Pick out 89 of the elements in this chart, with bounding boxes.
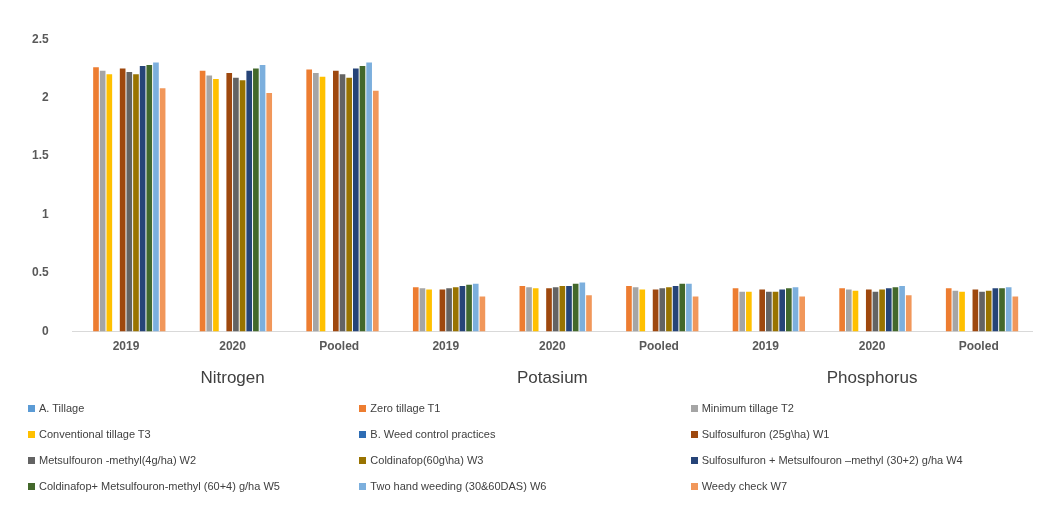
bar xyxy=(899,285,905,332)
bar xyxy=(786,288,792,332)
bar xyxy=(759,289,766,332)
y-tick-label: 0.5 xyxy=(31,265,49,280)
legend-label: Zero tillage T1 xyxy=(370,402,441,414)
bar xyxy=(306,69,313,332)
text: Nitrogen xyxy=(200,368,265,388)
x-tick-label: 2020 xyxy=(538,339,567,354)
bar xyxy=(333,70,339,332)
x-tick-label: 2019 xyxy=(752,339,780,354)
bar xyxy=(133,74,139,332)
bar xyxy=(526,287,532,332)
text: Potasium xyxy=(516,368,588,388)
bar xyxy=(839,288,845,332)
bar xyxy=(865,289,872,332)
bar xyxy=(372,90,379,332)
bar xyxy=(579,282,586,332)
bar xyxy=(1005,287,1012,332)
bar xyxy=(266,93,273,332)
bar xyxy=(426,289,432,332)
legend-label: Coldinafop+ Metsulfouron-methyl (60+4) g/ha W5 xyxy=(39,480,280,492)
bar xyxy=(93,67,99,332)
bar xyxy=(766,291,772,332)
text: Phosphorus xyxy=(826,368,918,388)
legend-label: Minimum tillage T2 xyxy=(701,402,794,414)
bar xyxy=(472,283,479,332)
bar xyxy=(885,288,892,332)
bar xyxy=(879,289,885,332)
bar xyxy=(779,289,786,332)
bar xyxy=(246,70,253,332)
legend-label: A. Tillage xyxy=(39,402,85,414)
x-tick-label: Pooled xyxy=(638,339,679,354)
bar xyxy=(999,288,1005,332)
x-tick-label: 2019 xyxy=(112,339,140,354)
bar xyxy=(945,288,952,332)
bar xyxy=(346,77,352,332)
bar xyxy=(979,291,985,332)
bar xyxy=(799,296,805,332)
bar xyxy=(213,78,219,332)
legend-label: Coldinafop(60g\ha) W3 xyxy=(370,454,484,466)
bar xyxy=(146,64,153,332)
bar xyxy=(153,62,159,332)
bar xyxy=(532,288,539,332)
legend-label: Weedy check W7 xyxy=(701,480,788,492)
bar xyxy=(233,77,239,332)
bar xyxy=(253,68,259,332)
bar xyxy=(959,291,965,332)
bar xyxy=(586,295,592,332)
bar xyxy=(106,74,113,332)
bar xyxy=(366,62,372,332)
bar xyxy=(226,73,233,332)
bar xyxy=(352,68,359,332)
x-tick-label: 2020 xyxy=(219,339,247,354)
x-tick-label: Pooled xyxy=(319,339,360,354)
y-tick-label: 2.5 xyxy=(31,31,49,46)
bar xyxy=(905,295,912,332)
bar xyxy=(666,287,672,332)
x-tick-label: 2019 xyxy=(432,339,460,354)
x-tick-label: 2020 xyxy=(858,339,886,354)
legend-label: Conventional tillage T3 xyxy=(39,428,151,440)
y-tick-label: 0 xyxy=(41,323,49,338)
bar xyxy=(412,287,419,332)
bar xyxy=(466,284,472,332)
legend-label: Metsulfouron -methyl(4g/ha) W2 xyxy=(39,454,197,466)
bar xyxy=(446,288,452,332)
bar xyxy=(686,283,692,332)
legend-label: Sulfosulfuron + Metsulfouron –methyl (30+2) g/ha W4 xyxy=(701,454,963,466)
bar xyxy=(659,288,666,332)
y-tick-label: 1.5 xyxy=(31,148,49,163)
bar xyxy=(639,289,646,332)
bar xyxy=(206,75,213,332)
legend-label: B. Weed control practices xyxy=(370,428,496,440)
bar xyxy=(845,289,852,332)
y-tick-label: 1 xyxy=(41,206,49,221)
bar xyxy=(546,288,552,332)
bar xyxy=(679,283,686,332)
bar xyxy=(985,290,992,332)
bar xyxy=(566,285,572,332)
bar xyxy=(452,287,459,332)
y-tick-label: 2 xyxy=(41,89,49,104)
bar xyxy=(746,291,752,332)
bar xyxy=(313,73,319,332)
bar xyxy=(739,291,746,332)
legend-label: Sulfosulfuron (25g\ha) W1 xyxy=(701,428,830,440)
x-tick-label: Pooled xyxy=(958,339,999,354)
bar xyxy=(626,285,632,332)
bar xyxy=(126,71,133,332)
legend-label: Two hand weeding (30&60DAS) W6 xyxy=(370,480,547,492)
bar xyxy=(552,287,559,332)
